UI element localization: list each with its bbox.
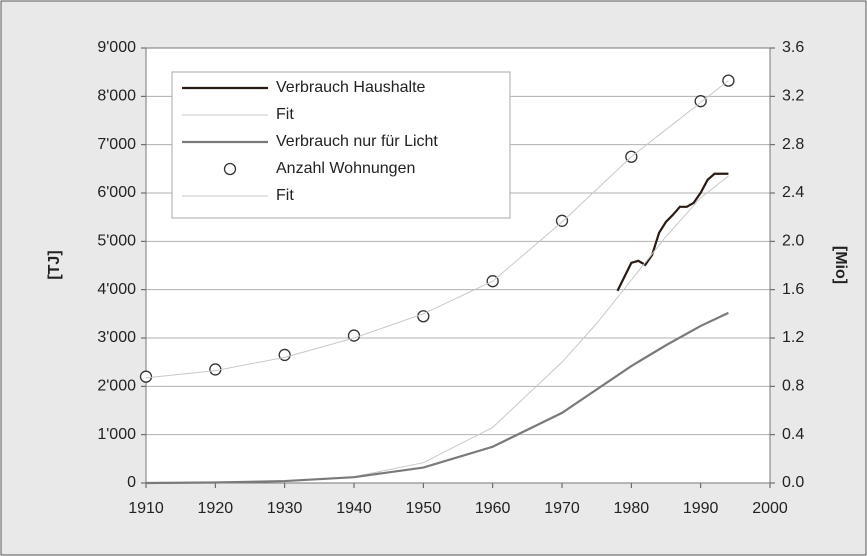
y2-tick-label: 1.6 — [782, 281, 804, 298]
y-axis-label: [TJ] — [46, 250, 63, 279]
y-tick-label: 0 — [127, 474, 136, 491]
legend-box — [171, 71, 511, 219]
y-tick-label: 2'000 — [97, 378, 136, 395]
y-tick-label: 3'000 — [97, 329, 136, 346]
legend-label: Fit — [276, 187, 294, 204]
y2-tick-label: 2.0 — [782, 233, 804, 250]
x-tick-label: 1930 — [267, 500, 303, 517]
x-tick-label: 1980 — [614, 500, 650, 517]
x-tick-label: 1990 — [683, 500, 719, 517]
y2-tick-label: 0.0 — [782, 474, 804, 491]
y-tick-label: 8'000 — [97, 88, 136, 105]
marker — [555, 214, 569, 227]
x-tick-label: 1950 — [406, 500, 442, 517]
legend-label: Verbrauch Haushalte — [276, 79, 426, 96]
x-tick-label: 2000 — [752, 500, 788, 517]
series-line — [145, 311, 729, 485]
y-tick-label: 9'000 — [97, 39, 136, 56]
y2-tick-label: 0.8 — [782, 378, 804, 395]
legend-label: Fit — [276, 106, 294, 123]
x-tick-label: 1920 — [198, 500, 234, 517]
legend-label: Anzahl Wohnungen — [276, 160, 415, 177]
y2-tick-label: 1.2 — [782, 329, 804, 346]
plot-border — [145, 47, 771, 484]
x-tick-label: 1970 — [544, 500, 580, 517]
x-tick-label: 1910 — [128, 500, 164, 517]
marker — [278, 348, 291, 362]
y2-tick-label: 3.6 — [782, 39, 804, 56]
legend-marker — [223, 162, 237, 176]
marker — [139, 370, 153, 383]
y-tick-label: 6'000 — [97, 184, 136, 201]
y-tick-label: 4'000 — [97, 281, 136, 298]
y2-tick-label: 0.4 — [782, 426, 804, 443]
y2-tick-label: 2.4 — [782, 184, 804, 201]
y-tick-label: 7'000 — [97, 136, 136, 153]
series-line — [145, 80, 729, 379]
x-tick-label: 1940 — [336, 500, 372, 517]
y-tick-label: 1'000 — [97, 426, 136, 443]
y2-tick-label: 3.2 — [782, 88, 804, 105]
y-tick-label: 5'000 — [97, 233, 136, 250]
y2-axis-label: [Mio] — [832, 246, 849, 284]
x-tick-label: 1960 — [475, 500, 511, 517]
y2-tick-label: 2.8 — [782, 136, 804, 153]
series-line — [616, 172, 729, 292]
legend-label: Verbrauch nur für Licht — [276, 133, 438, 150]
